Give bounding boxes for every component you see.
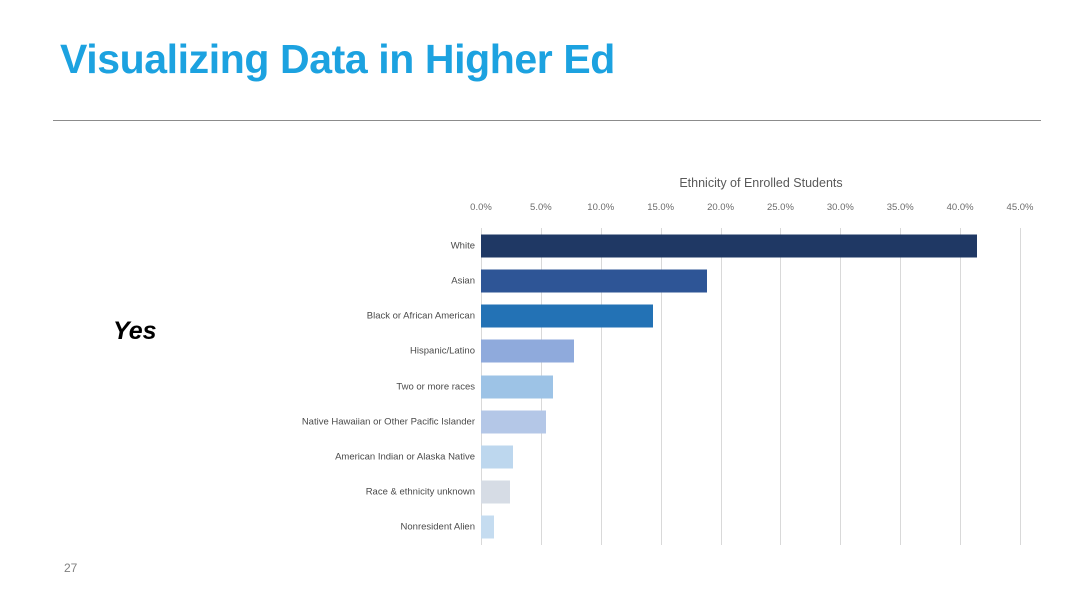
category-label: Nonresident Alien <box>400 521 475 533</box>
gridline <box>720 228 722 545</box>
page-title: Visualizing Data in Higher Ed <box>60 36 615 82</box>
gridline <box>780 228 782 545</box>
x-tick-label: 35.0% <box>886 202 914 213</box>
bar <box>481 445 514 469</box>
x-tick-label: 40.0% <box>946 202 974 213</box>
bar <box>481 515 495 539</box>
gridline <box>660 228 662 545</box>
annotation-yes: Yes <box>113 317 157 345</box>
category-label: Race & ethnicity unknown <box>365 486 475 498</box>
x-tick-label: 5.0% <box>530 202 552 213</box>
gridline <box>1020 228 1021 545</box>
gridline <box>900 228 902 545</box>
bar <box>481 234 977 258</box>
bar <box>481 480 510 504</box>
bar <box>481 410 546 434</box>
x-tick-label: 15.0% <box>647 202 675 213</box>
category-label: White <box>450 240 475 252</box>
x-tick-label: 30.0% <box>826 202 854 213</box>
bar <box>481 304 654 328</box>
title-divider <box>53 120 1041 121</box>
category-label: Two or more races <box>396 381 475 392</box>
chart-bars <box>481 228 1020 545</box>
x-tick-label: 25.0% <box>766 202 794 213</box>
category-label: Black or African American <box>366 310 475 322</box>
gridline <box>600 228 602 545</box>
gridline <box>840 228 842 545</box>
gridline <box>960 228 962 545</box>
bar <box>481 269 708 293</box>
x-axis-ticks: 0.0% 5.0% 10.0% 15.0% 20.0% 25.0% 30.0% 35.0% 40… <box>470 202 1033 218</box>
bar <box>481 339 575 363</box>
category-label: Native Hawaiian or Other Pacific Islande… <box>301 416 475 428</box>
x-tick-label: 0.0% <box>470 202 492 213</box>
page-number: 27 <box>64 561 78 575</box>
x-tick-label: 20.0% <box>707 202 735 213</box>
category-label: Hispanic/Latino <box>410 345 475 357</box>
category-label: Asian <box>451 275 475 287</box>
x-tick-label: 10.0% <box>587 202 615 213</box>
y-axis-category-labels: White Asian Black or African American Hispa… <box>285 228 475 545</box>
bar <box>481 375 553 398</box>
ethnicity-bar-chart: Ethnicity of Enrolled Students 0.0% 5.0% 1… <box>285 172 1045 557</box>
x-tick-label: 45.0% <box>1006 202 1034 213</box>
category-label: American Indian or Alaska Native <box>335 451 475 463</box>
chart-title: Ethnicity of Enrolled Students <box>679 176 843 190</box>
